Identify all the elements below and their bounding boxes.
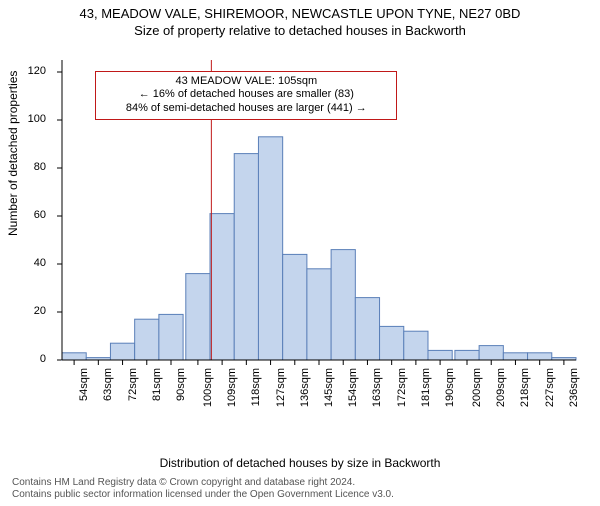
histogram-bar <box>258 137 282 360</box>
title-address: 43, MEADOW VALE, SHIREMOOR, NEWCASTLE UP… <box>0 6 600 21</box>
xtick-label: 209sqm <box>495 368 507 416</box>
histogram-bar <box>186 274 210 360</box>
xtick-label: 227sqm <box>544 368 556 416</box>
ytick-label: 0 <box>16 353 46 365</box>
histogram-bar <box>283 254 307 360</box>
xtick-label: 100sqm <box>202 368 214 416</box>
plot-area: 43 MEADOW VALE: 105sqm ← 16% of detached… <box>52 56 584 414</box>
xtick-label: 63sqm <box>102 368 114 416</box>
ytick-label: 20 <box>16 305 46 317</box>
ytick-label: 120 <box>16 65 46 77</box>
histogram-bar <box>110 343 134 360</box>
xtick-label: 181sqm <box>420 368 432 416</box>
xtick-label: 118sqm <box>250 368 262 416</box>
ytick-label: 40 <box>16 257 46 269</box>
xtick-label: 145sqm <box>323 368 335 416</box>
histogram-bar <box>479 346 503 360</box>
xtick-label: 172sqm <box>396 368 408 416</box>
histogram-bar <box>159 314 183 360</box>
ytick-label: 60 <box>16 209 46 221</box>
footer-line-1: Contains HM Land Registry data © Crown c… <box>12 477 355 488</box>
xtick-label: 236sqm <box>568 368 580 416</box>
callout-line-1: 43 MEADOW VALE: 105sqm <box>102 75 390 89</box>
ytick-label: 80 <box>16 161 46 173</box>
xtick-label: 163sqm <box>371 368 383 416</box>
histogram-bar <box>355 298 379 360</box>
xtick-label: 154sqm <box>347 368 359 416</box>
xtick-label: 81sqm <box>151 368 163 416</box>
xtick-label: 72sqm <box>127 368 139 416</box>
histogram-bar <box>503 353 527 360</box>
xtick-label: 54sqm <box>78 368 90 416</box>
histogram-bar <box>135 319 159 360</box>
histogram-bar <box>528 353 552 360</box>
xtick-label: 127sqm <box>275 368 287 416</box>
xtick-label: 218sqm <box>519 368 531 416</box>
histogram-bar <box>307 269 331 360</box>
histogram-bar <box>380 326 404 360</box>
xtick-label: 190sqm <box>444 368 456 416</box>
xtick-label: 200sqm <box>471 368 483 416</box>
xtick-label: 109sqm <box>226 368 238 416</box>
xtick-label: 136sqm <box>299 368 311 416</box>
callout-line-3: 84% of semi-detached houses are larger (… <box>102 102 390 116</box>
histogram-bar <box>62 353 86 360</box>
histogram-bar <box>210 214 234 360</box>
histogram-bar <box>234 154 258 360</box>
title-subtitle: Size of property relative to detached ho… <box>0 23 600 38</box>
histogram-bar <box>331 250 355 360</box>
callout-box: 43 MEADOW VALE: 105sqm ← 16% of detached… <box>95 71 397 120</box>
ytick-label: 100 <box>16 113 46 125</box>
histogram-bar <box>404 331 428 360</box>
footer-line-2: Contains public sector information licen… <box>12 489 394 500</box>
callout-line-2: ← 16% of detached houses are smaller (83… <box>102 88 390 102</box>
x-axis-label: Distribution of detached houses by size … <box>0 456 600 470</box>
histogram-bar <box>428 350 452 360</box>
xtick-label: 90sqm <box>175 368 187 416</box>
histogram-bar <box>455 350 479 360</box>
